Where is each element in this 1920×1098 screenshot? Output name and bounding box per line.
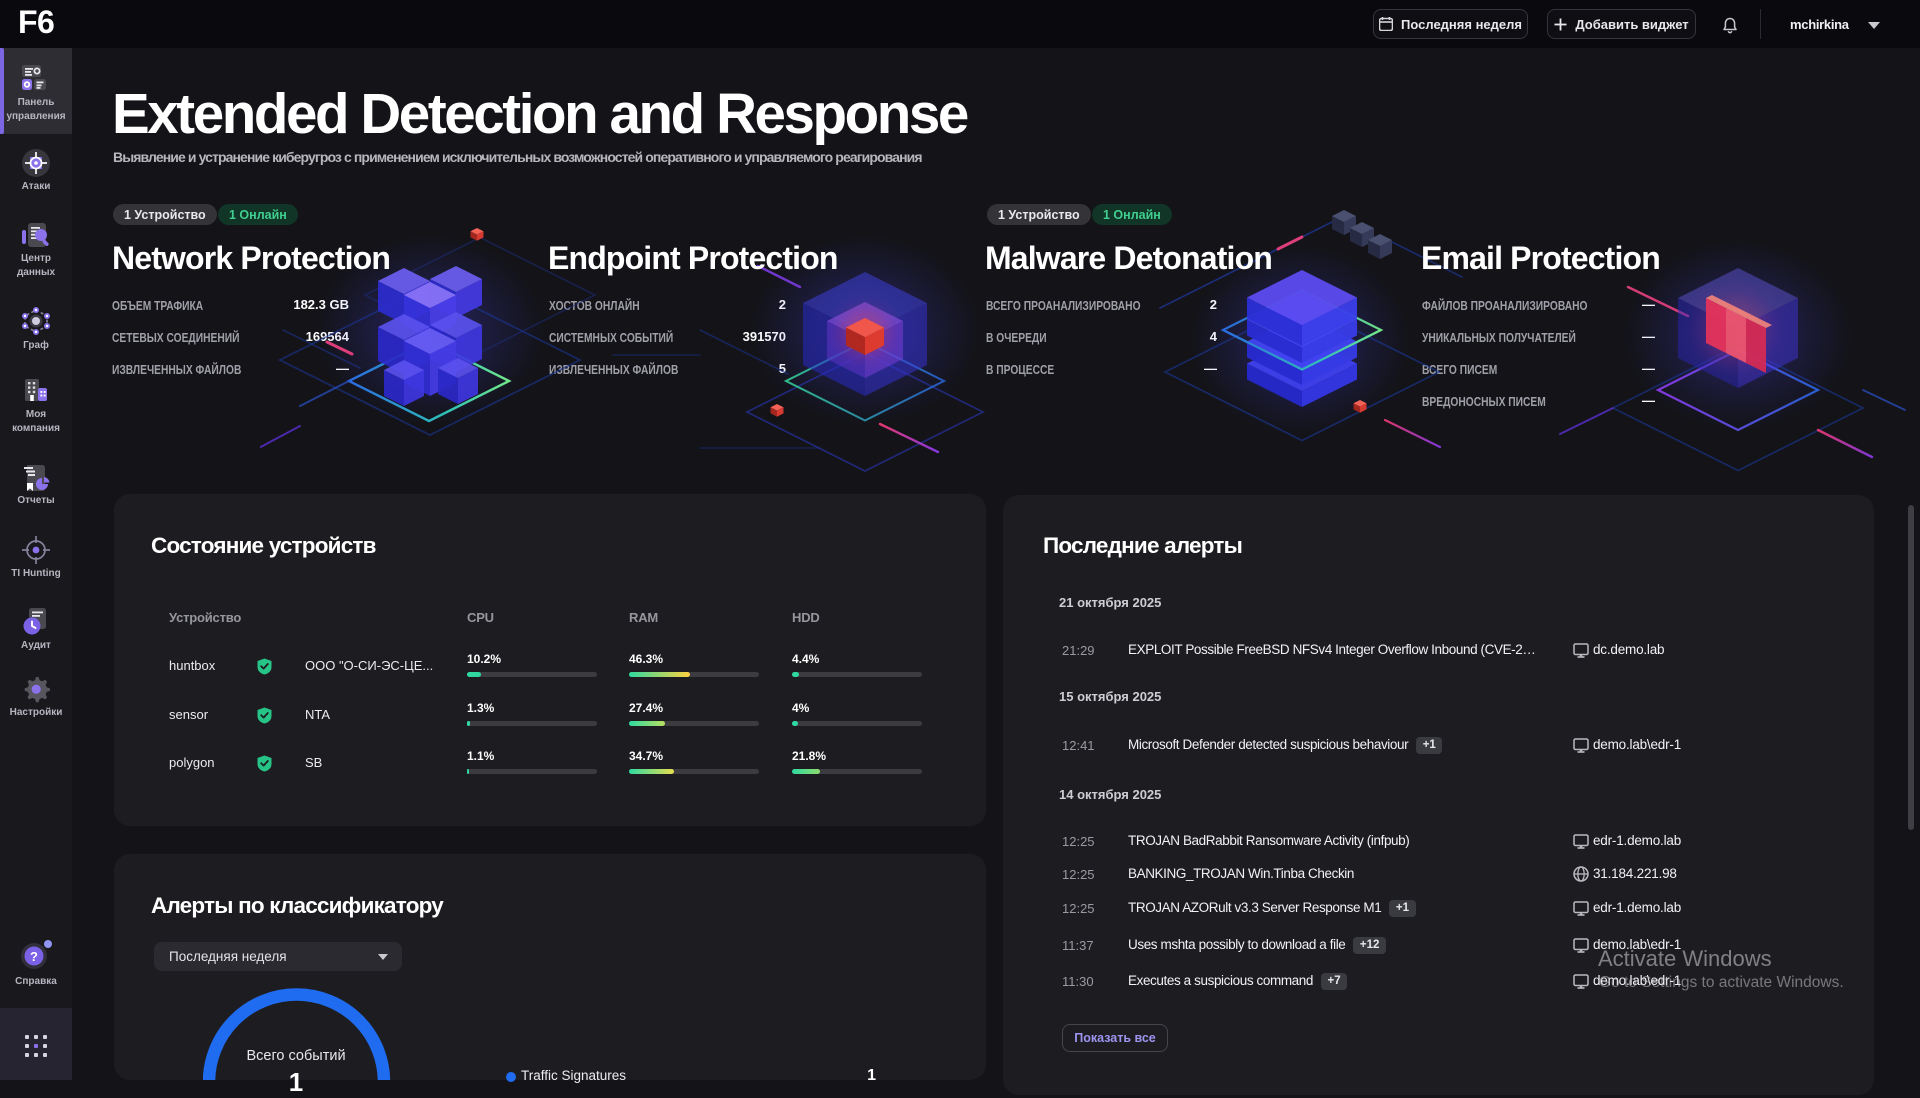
svg-text:?: ? (30, 949, 38, 964)
